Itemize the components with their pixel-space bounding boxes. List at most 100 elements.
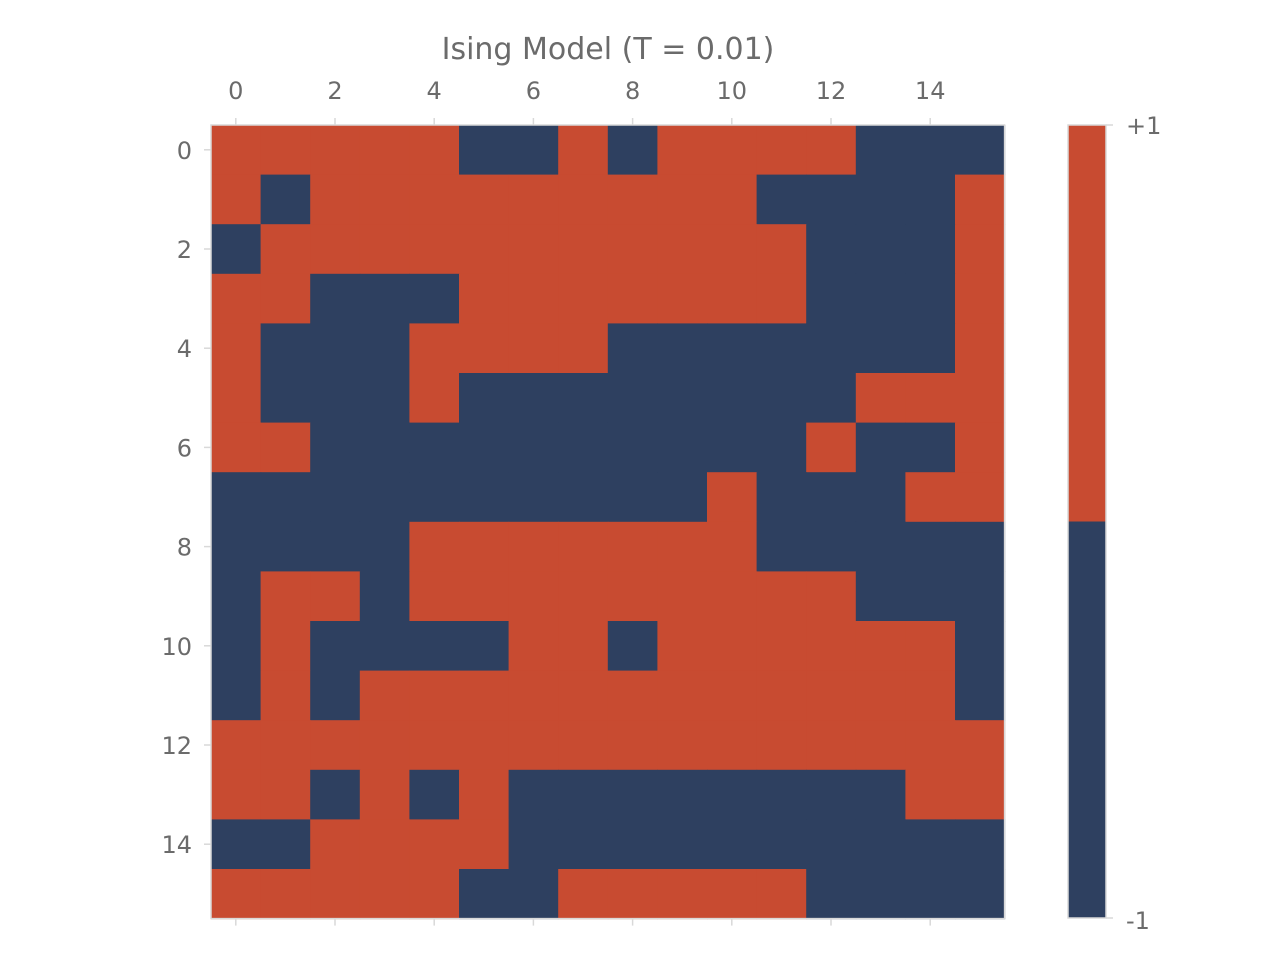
spin-cell-r10-c7 — [558, 621, 609, 672]
spin-cell-r14-c7 — [558, 819, 609, 870]
spin-cell-r7-c15 — [955, 472, 1006, 523]
spin-cell-r2-c4 — [409, 224, 460, 275]
spin-cell-r4-c0 — [211, 323, 262, 374]
spin-cell-r12-c14 — [905, 720, 956, 771]
spin-cell-r0-c7 — [558, 125, 609, 176]
spin-cell-r13-c1 — [260, 769, 311, 820]
spin-cell-r12-c11 — [756, 720, 807, 771]
spin-cell-r12-c1 — [260, 720, 311, 771]
spin-cell-r12-c2 — [310, 720, 361, 771]
x-tick-label-8: 8 — [625, 77, 640, 105]
spin-cell-r2-c3 — [359, 224, 410, 275]
colorbar-max-label: +1 — [1126, 112, 1161, 140]
spin-cell-r10-c11 — [756, 621, 807, 672]
spin-cell-r3-c3 — [359, 273, 410, 324]
spin-cell-r4-c2 — [310, 323, 361, 374]
spin-cell-r13-c14 — [905, 769, 956, 820]
spin-cell-r11-c3 — [359, 670, 410, 721]
y-tick-label-0: 0 — [177, 137, 192, 165]
spin-cell-r3-c4 — [409, 273, 460, 324]
spin-cell-r12-c4 — [409, 720, 460, 771]
spin-cell-r9-c4 — [409, 571, 460, 622]
spin-cell-r5-c11 — [756, 373, 807, 424]
spin-cell-r6-c9 — [657, 422, 708, 473]
spin-cell-r12-c9 — [657, 720, 708, 771]
spin-cell-r5-c0 — [211, 373, 262, 424]
spin-cell-r6-c12 — [806, 422, 857, 473]
spin-cell-r1-c14 — [905, 174, 956, 225]
spin-cell-r2-c6 — [508, 224, 559, 275]
spin-cell-r15-c6 — [508, 869, 559, 920]
spin-cell-r6-c10 — [707, 422, 758, 473]
spin-cell-r14-c6 — [508, 819, 559, 870]
spin-cell-r5-c8 — [607, 373, 658, 424]
spin-cell-r8-c12 — [806, 521, 857, 572]
spin-cell-r6-c1 — [260, 422, 311, 473]
spin-cell-r0-c14 — [905, 125, 956, 176]
spin-cell-r11-c12 — [806, 670, 857, 721]
spin-cell-r9-c9 — [657, 571, 708, 622]
spin-cell-r8-c2 — [310, 521, 361, 572]
spin-cell-r4-c14 — [905, 323, 956, 374]
spin-cell-r10-c0 — [211, 621, 262, 672]
spin-cell-r9-c6 — [508, 571, 559, 622]
spin-cell-r4-c13 — [855, 323, 906, 374]
spin-cell-r5-c10 — [707, 373, 758, 424]
spin-cell-r14-c14 — [905, 819, 956, 870]
spin-cell-r11-c7 — [558, 670, 609, 721]
spin-cell-r0-c5 — [459, 125, 510, 176]
spin-cell-r1-c15 — [955, 174, 1006, 225]
spin-cell-r12-c12 — [806, 720, 857, 771]
spin-cell-r15-c2 — [310, 869, 361, 920]
spin-cell-r4-c1 — [260, 323, 311, 374]
spin-cell-r11-c4 — [409, 670, 460, 721]
spin-cell-r8-c11 — [756, 521, 807, 572]
spin-cell-r7-c1 — [260, 472, 311, 523]
spin-cell-r10-c6 — [508, 621, 559, 672]
x-tick-label-10: 10 — [717, 77, 748, 105]
spin-cell-r12-c13 — [855, 720, 906, 771]
chart-title: Ising Model (T = 0.01) — [442, 32, 775, 67]
spin-cell-r14-c12 — [806, 819, 857, 870]
spin-cell-r7-c14 — [905, 472, 956, 523]
spin-cell-r11-c6 — [508, 670, 559, 721]
y-tick-label-6: 6 — [177, 434, 192, 462]
spin-cell-r12-c0 — [211, 720, 262, 771]
spin-cell-r15-c9 — [657, 869, 708, 920]
spin-cell-r8-c5 — [459, 521, 510, 572]
spin-cell-r1-c12 — [806, 174, 857, 225]
spin-cell-r0-c1 — [260, 125, 311, 176]
colorbar-plus-segment — [1068, 125, 1106, 522]
spin-cell-r5-c7 — [558, 373, 609, 424]
spin-cell-r2-c8 — [607, 224, 658, 275]
spin-cell-r1-c11 — [756, 174, 807, 225]
spin-cell-r9-c2 — [310, 571, 361, 622]
spin-cell-r10-c12 — [806, 621, 857, 672]
spin-cell-r13-c0 — [211, 769, 262, 820]
spin-cell-r13-c6 — [508, 769, 559, 820]
spin-cell-r6-c15 — [955, 422, 1006, 473]
spin-cell-r2-c1 — [260, 224, 311, 275]
colorbar-minus-segment — [1068, 521, 1106, 918]
spin-cell-r9-c8 — [607, 571, 658, 622]
spin-cell-r10-c9 — [657, 621, 708, 672]
spin-cell-r7-c12 — [806, 472, 857, 523]
spin-cell-r2-c5 — [459, 224, 510, 275]
spin-cell-r3-c10 — [707, 273, 758, 324]
spin-cell-r5-c13 — [855, 373, 906, 424]
spin-cell-r12-c15 — [955, 720, 1006, 771]
spin-cell-r4-c11 — [756, 323, 807, 374]
spin-cell-r2-c14 — [905, 224, 956, 275]
spin-cell-r12-c6 — [508, 720, 559, 771]
spin-cell-r0-c13 — [855, 125, 906, 176]
spin-cell-r15-c7 — [558, 869, 609, 920]
spin-cell-r10-c13 — [855, 621, 906, 672]
spin-cell-r5-c15 — [955, 373, 1006, 424]
spin-cell-r14-c4 — [409, 819, 460, 870]
spin-cell-r14-c1 — [260, 819, 311, 870]
spin-cell-r10-c14 — [905, 621, 956, 672]
spin-cell-r2-c15 — [955, 224, 1006, 275]
spin-cell-r1-c0 — [211, 174, 262, 225]
spin-cell-r4-c8 — [607, 323, 658, 374]
spin-cell-r12-c3 — [359, 720, 410, 771]
